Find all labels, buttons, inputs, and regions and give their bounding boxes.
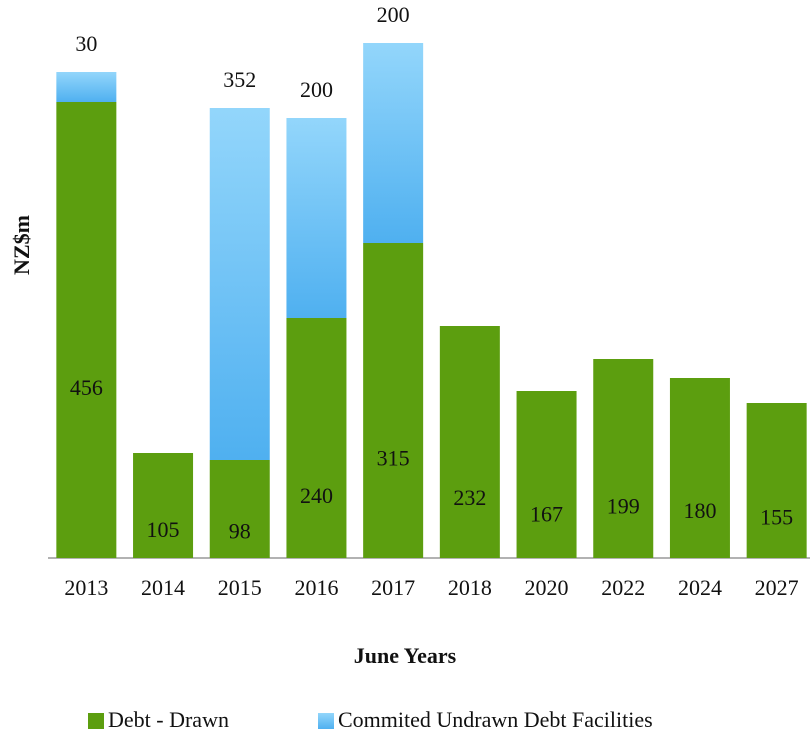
bar-segment: [209, 460, 270, 558]
x-tick-label: 2014: [141, 575, 185, 600]
legend-swatch: [88, 713, 104, 729]
x-tick-label: 2027: [755, 575, 799, 600]
data-label: 180: [683, 498, 716, 523]
legend-swatch: [318, 713, 334, 729]
bar-segment: [133, 453, 194, 558]
data-label: 232: [453, 485, 486, 510]
legend-label: Debt - Drawn: [108, 707, 229, 732]
bar-segment: [593, 359, 654, 558]
bar-segment: [286, 118, 347, 318]
data-label: 199: [607, 493, 640, 518]
bar-segment: [746, 403, 807, 558]
x-tick-label: 2020: [525, 575, 569, 600]
bar-segment: [439, 326, 500, 558]
data-label: 200: [377, 2, 410, 27]
data-label: 240: [300, 483, 333, 508]
x-tick-label: 2017: [371, 575, 415, 600]
bar-segment: [363, 243, 424, 558]
bar-segment: [669, 378, 730, 558]
bar-segment: [56, 72, 117, 102]
x-tick-label: 2016: [294, 575, 338, 600]
legend-label: Commited Undrawn Debt Facilities: [338, 707, 653, 732]
bar-segment: [209, 108, 270, 460]
x-axis-label: June Years: [354, 643, 457, 668]
data-label: 105: [147, 517, 180, 542]
data-label: 98: [229, 519, 251, 544]
data-label: 352: [223, 67, 256, 92]
data-label: 155: [760, 504, 793, 529]
x-tick-label: 2018: [448, 575, 492, 600]
x-tick-label: 2022: [601, 575, 645, 600]
data-label: 30: [75, 31, 97, 56]
bar-segment: [516, 391, 577, 558]
data-label: 456: [70, 375, 103, 400]
bar-segment: [56, 102, 117, 558]
data-label: 167: [530, 501, 563, 526]
bar-segment: [363, 43, 424, 243]
bar-segment: [286, 318, 347, 558]
x-tick-label: 2024: [678, 575, 722, 600]
x-tick-label: 2015: [218, 575, 262, 600]
x-tick-label: 2013: [64, 575, 108, 600]
data-label: 315: [377, 446, 410, 471]
data-label: 200: [300, 77, 333, 102]
y-axis-label: NZ$m: [9, 215, 34, 275]
